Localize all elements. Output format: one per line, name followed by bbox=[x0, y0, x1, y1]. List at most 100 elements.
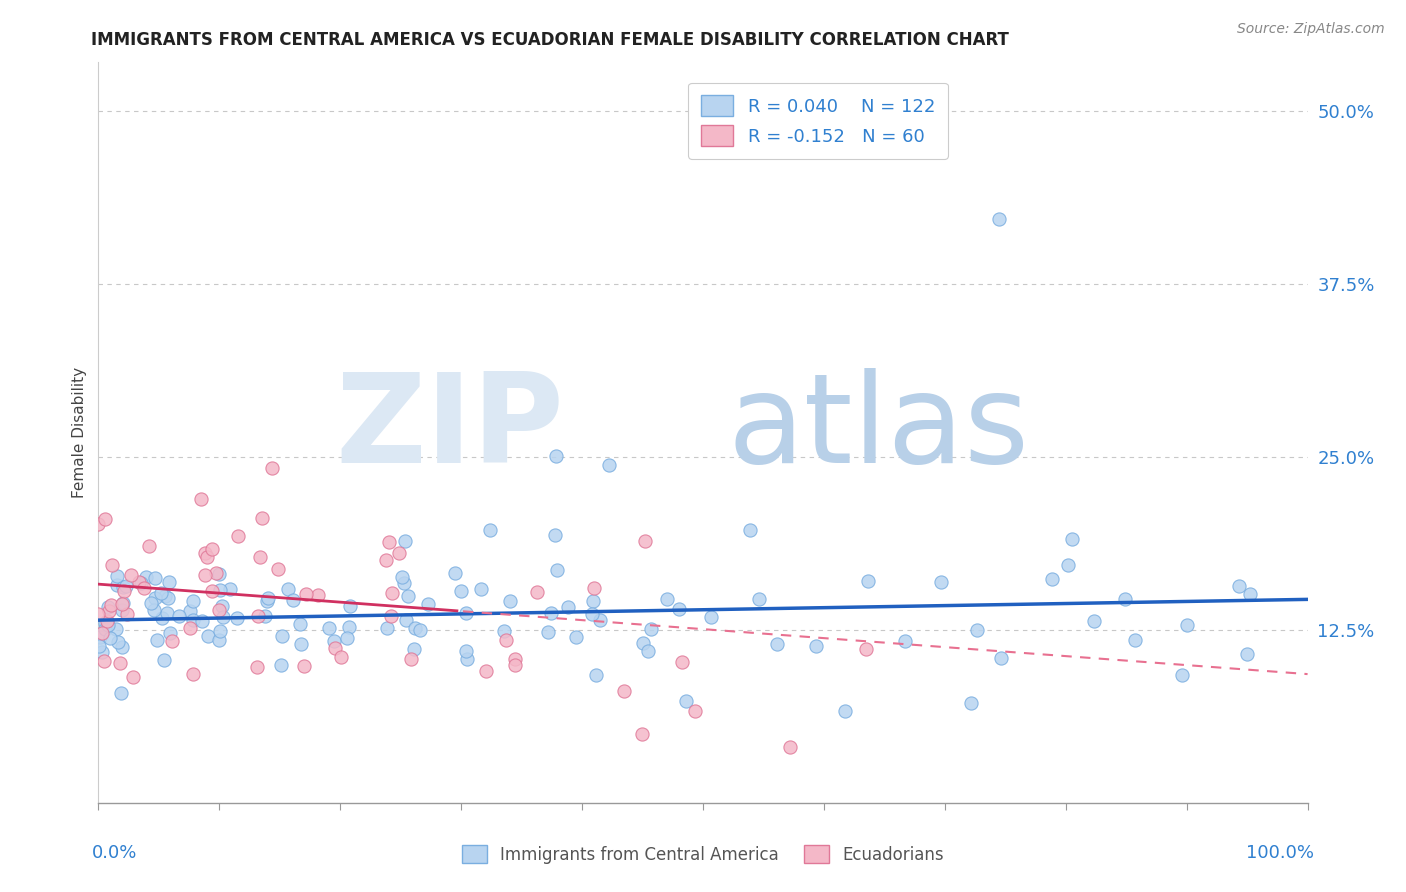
Point bbox=[557, 599, 579, 614]
Point bbox=[129, 576, 152, 591]
Point bbox=[135, 569, 157, 583]
Point bbox=[190, 492, 212, 507]
Point bbox=[804, 640, 827, 654]
Point bbox=[655, 591, 678, 606]
Point bbox=[589, 613, 612, 627]
Point bbox=[197, 629, 219, 643]
Point bbox=[671, 655, 693, 669]
Point bbox=[142, 602, 165, 616]
Point bbox=[456, 643, 478, 657]
Point bbox=[499, 594, 522, 608]
Point bbox=[194, 567, 217, 582]
Point bbox=[97, 618, 120, 632]
Point bbox=[195, 549, 218, 564]
Point bbox=[1040, 572, 1063, 586]
Point bbox=[329, 650, 352, 665]
Point bbox=[323, 641, 346, 656]
Point bbox=[1239, 587, 1261, 601]
Point bbox=[159, 626, 181, 640]
Point bbox=[416, 598, 439, 612]
Point bbox=[93, 616, 115, 631]
Point bbox=[474, 664, 496, 678]
Point bbox=[1227, 579, 1250, 593]
Point bbox=[115, 579, 138, 593]
Point bbox=[526, 585, 548, 599]
Point bbox=[211, 599, 233, 614]
Point bbox=[111, 597, 134, 611]
Point bbox=[740, 524, 762, 538]
Point bbox=[402, 641, 425, 656]
Point bbox=[110, 686, 132, 700]
Point bbox=[156, 606, 179, 620]
Point bbox=[395, 613, 418, 627]
Point bbox=[378, 535, 401, 549]
Point bbox=[391, 570, 413, 584]
Point bbox=[633, 636, 655, 650]
Point bbox=[1057, 558, 1080, 573]
Point bbox=[145, 632, 167, 647]
Point bbox=[683, 704, 706, 718]
Point bbox=[613, 684, 636, 698]
Point bbox=[292, 659, 315, 673]
Point bbox=[633, 534, 655, 549]
Point bbox=[931, 574, 953, 589]
Point bbox=[141, 596, 163, 610]
Point bbox=[225, 610, 247, 624]
Point bbox=[470, 582, 492, 597]
Point bbox=[1175, 618, 1198, 632]
Point bbox=[277, 582, 299, 596]
Point bbox=[339, 599, 361, 613]
Point bbox=[219, 582, 242, 596]
Point bbox=[150, 585, 173, 599]
Point bbox=[138, 539, 160, 553]
Point bbox=[98, 632, 121, 646]
Point bbox=[212, 610, 235, 624]
Point bbox=[631, 727, 654, 741]
Point bbox=[201, 584, 224, 599]
Point bbox=[159, 575, 181, 590]
Point bbox=[307, 588, 329, 602]
Point bbox=[105, 568, 128, 582]
Point bbox=[97, 599, 120, 614]
Text: ZIP: ZIP bbox=[335, 368, 564, 490]
Point bbox=[105, 578, 128, 592]
Point bbox=[388, 546, 411, 560]
Point bbox=[111, 640, 134, 655]
Point bbox=[270, 658, 292, 673]
Point bbox=[503, 657, 526, 672]
Point bbox=[294, 587, 316, 601]
Text: 0.0%: 0.0% bbox=[93, 844, 138, 862]
Point bbox=[990, 650, 1012, 665]
Point bbox=[700, 610, 723, 624]
Point bbox=[112, 580, 135, 594]
Point bbox=[585, 668, 607, 682]
Point bbox=[208, 624, 231, 639]
Point bbox=[675, 694, 697, 708]
Point bbox=[856, 574, 879, 588]
Point bbox=[988, 211, 1011, 226]
Point bbox=[640, 622, 662, 636]
Point bbox=[537, 624, 560, 639]
Point bbox=[394, 576, 416, 591]
Point bbox=[281, 593, 304, 607]
Point bbox=[191, 615, 214, 629]
Point bbox=[290, 637, 312, 651]
Text: atlas: atlas bbox=[727, 368, 1029, 490]
Point bbox=[396, 590, 419, 604]
Point bbox=[104, 622, 127, 636]
Point bbox=[112, 584, 135, 599]
Point bbox=[87, 517, 110, 532]
Point bbox=[450, 584, 472, 599]
Point bbox=[249, 550, 271, 565]
Point bbox=[89, 630, 111, 644]
Point bbox=[91, 645, 114, 659]
Point bbox=[456, 651, 478, 665]
Point bbox=[546, 563, 568, 577]
Point bbox=[966, 623, 988, 637]
Point bbox=[375, 553, 398, 567]
Point bbox=[454, 606, 477, 620]
Point bbox=[111, 596, 134, 610]
Point bbox=[181, 613, 204, 627]
Point bbox=[834, 704, 856, 718]
Point bbox=[399, 651, 422, 665]
